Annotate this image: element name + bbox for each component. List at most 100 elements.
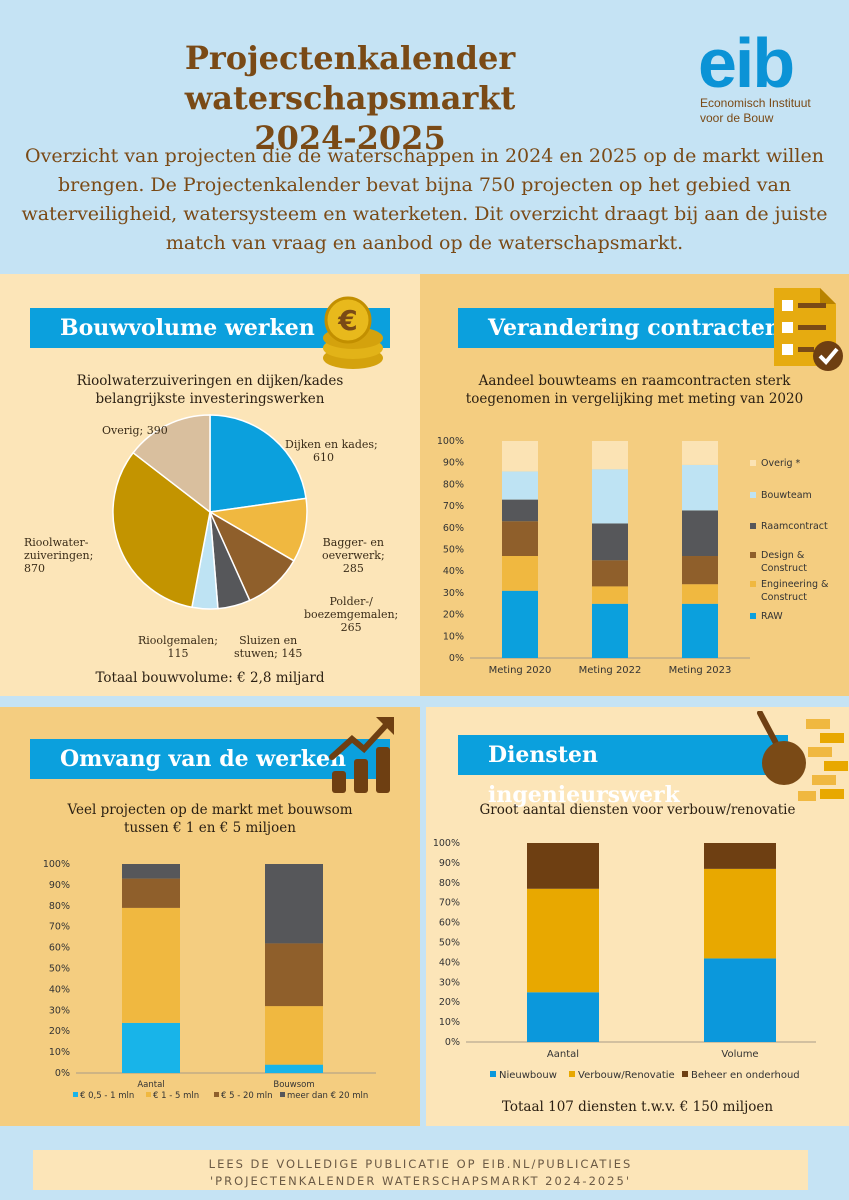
intro-text: Overzicht van projecten die de waterscha… (21, 145, 828, 254)
legend-swatch-1 (750, 460, 756, 466)
y-tick-0: 0% (55, 1068, 70, 1079)
y-tick-4: 40% (443, 566, 464, 577)
bar-2-seg-2 (704, 868, 776, 959)
y-tick-6: 60% (443, 523, 464, 534)
bar-2-seg-1 (592, 603, 628, 658)
pie-label-rwzi-value: 870 (24, 562, 45, 575)
legend-swatch-4 (750, 552, 756, 558)
legend-swatch-6 (750, 613, 756, 619)
pie-label-bagger: Bagger- en oeverwerk; 285 (322, 536, 385, 575)
x-tick-2: Meting 2022 (579, 665, 642, 676)
bar-3-seg-5 (682, 464, 718, 511)
pie-label-rioolgemalen-name: Rioolgemalen; (138, 634, 218, 647)
bar-2-seg-2 (265, 1006, 323, 1065)
panel-diensten: Diensten ingenieurswerk Groot aantal die… (426, 707, 849, 1126)
legend-label-1: Nieuwbouw (499, 1070, 557, 1081)
x-tick-3: Meting 2023 (669, 665, 732, 676)
y-tick-8: 80% (443, 479, 464, 490)
bar-1-seg-2 (502, 556, 538, 591)
footer-line-2: 'PROJECTENKALENDER WATERSCHAPSMARKT 2024… (210, 1174, 631, 1188)
bar-chart-contracten: 0% 10% 20% 30% 40% 50% 60% 70% 80% 90% 100% Meting … (437, 436, 829, 676)
legend-swatch-2 (750, 492, 756, 498)
pie-label-rioolgemalen-value: 115 (167, 647, 189, 660)
total-bouwvolume: Totaal bouwvolume: € 2,8 miljard (95, 670, 325, 686)
y-tick-3: 30% (439, 977, 460, 988)
bar-chart-omvang: 0% 10% 20% 30% 40% 50% 60% 70% 80% 90% 100% Aantal B… (43, 859, 376, 1101)
bar-3-seg-1 (682, 603, 718, 658)
subtitle-bouwvolume: Rioolwaterzuiveringen en dijken/kades be… (0, 372, 420, 408)
legend-label-3-1: Raamcontract (761, 521, 828, 532)
banner-contracten: Verandering contracten (458, 308, 828, 348)
y-tick-7: 70% (439, 898, 460, 909)
eib-logo: eib (698, 24, 795, 102)
y-tick-6: 60% (49, 943, 70, 954)
y-tick-6: 60% (439, 918, 460, 929)
y-tick-1: 10% (49, 1047, 70, 1058)
pie-label-rwzi: Rioolwater- zuiveringen; 870 (24, 536, 93, 575)
bar-3-seg-4 (682, 510, 718, 557)
logo-subtitle: Economisch Instituut voor de Bouw (700, 96, 811, 126)
pie-label-bagger-line-2: oeverwerk; (322, 549, 385, 562)
pie-label-overig-text: Overig; 390 (102, 424, 168, 437)
bar-2-seg-1 (265, 1064, 323, 1073)
bar-2-seg-6 (592, 441, 628, 470)
coins-euro-icon: € (323, 296, 383, 369)
footer-publication-link[interactable]: LEES DE VOLLEDIGE PUBLICATIE OP EIB.NL/P… (33, 1150, 808, 1190)
bar-2-seg-4 (265, 864, 323, 944)
pie-label-bagger-line-1: Bagger- en (322, 536, 384, 549)
title-line-2: 2024-2025 (254, 119, 446, 157)
growth-chart-icon (329, 717, 394, 793)
footer-line-1: LEES DE VOLLEDIGE PUBLICATIE OP EIB.NL/P… (208, 1157, 633, 1171)
bar-1-seg-5 (502, 471, 538, 500)
pie-label-rioolgemalen: Rioolgemalen; 115 (138, 634, 218, 660)
legend-label-2: € 1 - 5 mln (153, 1091, 199, 1101)
logo-sub-line-1: Economisch Instituut (700, 96, 811, 110)
banner-diensten: Diensten ingenieurswerk (458, 735, 788, 808)
y-tick-9: 90% (49, 880, 70, 891)
y-tick-4: 40% (439, 957, 460, 968)
y-tick-3: 30% (49, 1005, 70, 1016)
y-tick-2: 20% (443, 610, 464, 621)
svg-text:€: € (337, 304, 357, 337)
y-tick-4: 40% (49, 984, 70, 995)
bar-1-seg-3 (122, 878, 180, 908)
bar-2-seg-4 (592, 523, 628, 561)
bar-2-seg-3 (265, 943, 323, 1007)
y-tick-1: 10% (439, 1017, 460, 1028)
legend-label-2-1: Bouwteam (761, 490, 812, 501)
y-tick-5: 50% (439, 938, 460, 949)
y-tick-5: 50% (443, 545, 464, 556)
legend-label-6-1: RAW (761, 611, 783, 622)
subtitle-omvang-line-2: tussen € 1 en € 5 miljoen (124, 820, 296, 836)
y-tick-1: 10% (443, 631, 464, 642)
title-line-1: Projectenkalender waterschapsmarkt (184, 39, 516, 117)
pie-label-rwzi-line-1: Rioolwater- (24, 536, 89, 549)
y-tick-0: 0% (445, 1037, 460, 1048)
legend-swatch-3 (682, 1071, 688, 1077)
y-tick-9: 90% (443, 458, 464, 469)
bar-3-seg-6 (682, 441, 718, 465)
pie-label-sluizen: Sluizen en stuwen; 145 (234, 634, 302, 660)
pie-label-dijken-value: 610 (313, 451, 334, 464)
bar-2-seg-3 (704, 843, 776, 869)
legend-label-4: meer dan € 20 mln (287, 1091, 368, 1101)
page-title: Projectenkalender waterschapsmarkt 2024-… (20, 38, 680, 158)
bar-chart-diensten: 0% 10% 20% 30% 40% 50% 60% 70% 80% 90% 100% Aantal V… (433, 838, 816, 1081)
x-tick-1: Meting 2020 (489, 665, 552, 676)
bar-1-seg-4 (502, 499, 538, 522)
legend-label-3: Beheer en onderhoud (691, 1070, 800, 1081)
bar-1-seg-1 (122, 1022, 180, 1073)
pie-label-sluizen-line-1: Sluizen en (239, 634, 298, 647)
subtitle-bouwvolume-line-2: belangrijkste investeringswerken (95, 391, 325, 407)
total-diensten: Totaal 107 diensten t.w.v. € 150 miljoen (501, 1099, 774, 1115)
y-tick-7: 70% (49, 922, 70, 933)
bar-2-seg-5 (592, 469, 628, 524)
y-tick-9: 90% (439, 858, 460, 869)
legend-label-3: € 5 - 20 mln (221, 1091, 273, 1101)
legend-label-4-1: Design & (761, 550, 805, 561)
y-tick-7: 70% (443, 501, 464, 512)
bar-1-seg-1 (502, 590, 538, 658)
legend-swatch-2 (146, 1092, 151, 1097)
bar-1-seg-1 (527, 992, 599, 1042)
pie-slice-6 (112, 451, 211, 609)
